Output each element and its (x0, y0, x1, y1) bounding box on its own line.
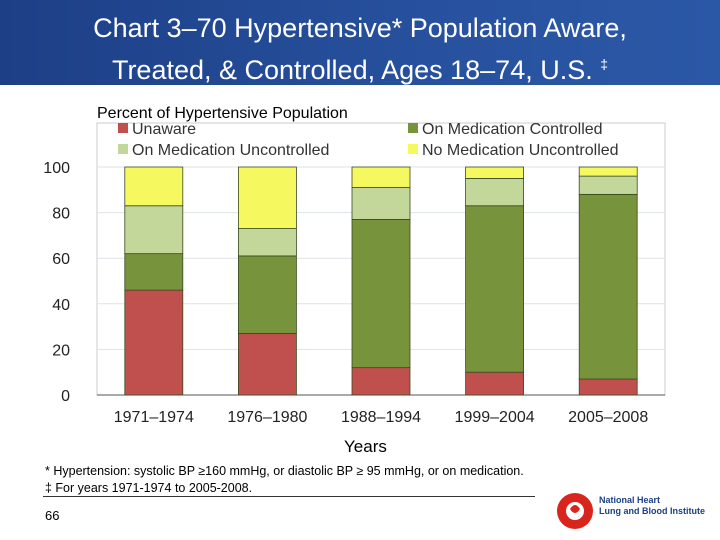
bar-unaware (237, 333, 297, 396)
y-tick-label: 20 (52, 342, 70, 359)
bar-unaware (124, 289, 184, 396)
bar-no-medication-uncontrolled (237, 166, 297, 229)
title-footnote-mark: ‡ (600, 56, 609, 72)
x-tick-label: 1971–1974 (114, 409, 194, 426)
legend-swatch (118, 144, 128, 154)
nhlbi-logo-icon (557, 493, 593, 529)
title-bar: Chart 3–70 Hypertensive* Population Awar… (0, 0, 720, 85)
legend-label: On Medication Uncontrolled (132, 142, 329, 159)
bar-on-medication-controlled (351, 219, 411, 369)
y-tick-label: 100 (43, 160, 70, 177)
title-line-1: Chart 3–70 Hypertensive* Population Awar… (93, 13, 627, 43)
x-tick-label: 1999–2004 (455, 409, 535, 426)
logo-text-2: Lung and Blood Institute (599, 506, 705, 516)
bar-no-medication-uncontrolled (465, 166, 525, 179)
legend-swatch (408, 144, 418, 154)
logo-text-1: National Heart (599, 495, 661, 505)
y-tick-label: 0 (61, 388, 70, 405)
bar-on-medication-controlled (237, 255, 297, 334)
y-tick-label: 40 (52, 297, 70, 314)
nhlbi-logo: National Heart Lung and Blood Institute (555, 491, 715, 531)
legend-label: On Medication Controlled (422, 121, 603, 138)
bar-no-medication-uncontrolled (578, 166, 638, 177)
bar-on-medication-controlled (124, 253, 184, 291)
bar-on-medication-controlled (578, 193, 638, 380)
bar-unaware (351, 367, 411, 396)
x-axis-label: Years (344, 437, 387, 456)
bar-on-medication-uncontrolled (578, 175, 638, 195)
page-number: 66 (45, 508, 60, 523)
bar-no-medication-uncontrolled (124, 166, 184, 207)
bar-on-medication-uncontrolled (124, 205, 184, 255)
footnote-divider (43, 496, 535, 497)
footnote-1: * Hypertension: systolic BP ≥160 mmHg, o… (45, 464, 524, 478)
legend-label: No Medication Uncontrolled (422, 142, 619, 159)
x-tick-label: 2005–2008 (568, 409, 648, 426)
bar-on-medication-uncontrolled (237, 228, 297, 257)
bar-on-medication-controlled (465, 205, 525, 373)
title-line-2: Treated, & Controlled, Ages 18–74, U.S. … (0, 46, 720, 88)
legend-swatch (408, 123, 418, 133)
footnote-2: ‡ For years 1971-1974 to 2005-2008. (45, 481, 253, 495)
bar-no-medication-uncontrolled (351, 166, 411, 188)
legend-swatch (118, 123, 128, 133)
title-line-2-text: Treated, & Controlled, Ages 18–74, U.S. (111, 55, 593, 85)
bar-on-medication-uncontrolled (351, 187, 411, 220)
y-tick-label: 60 (52, 251, 70, 268)
y-axis-label: Percent of Hypertensive Population (97, 105, 348, 122)
legend-label: Unaware (132, 121, 196, 138)
x-tick-label: 1988–1994 (341, 409, 421, 426)
bar-on-medication-uncontrolled (465, 177, 525, 207)
y-tick-label: 80 (52, 206, 70, 223)
bar-unaware (578, 378, 638, 396)
bar-unaware (465, 371, 525, 396)
x-tick-label: 1976–1980 (227, 409, 307, 426)
